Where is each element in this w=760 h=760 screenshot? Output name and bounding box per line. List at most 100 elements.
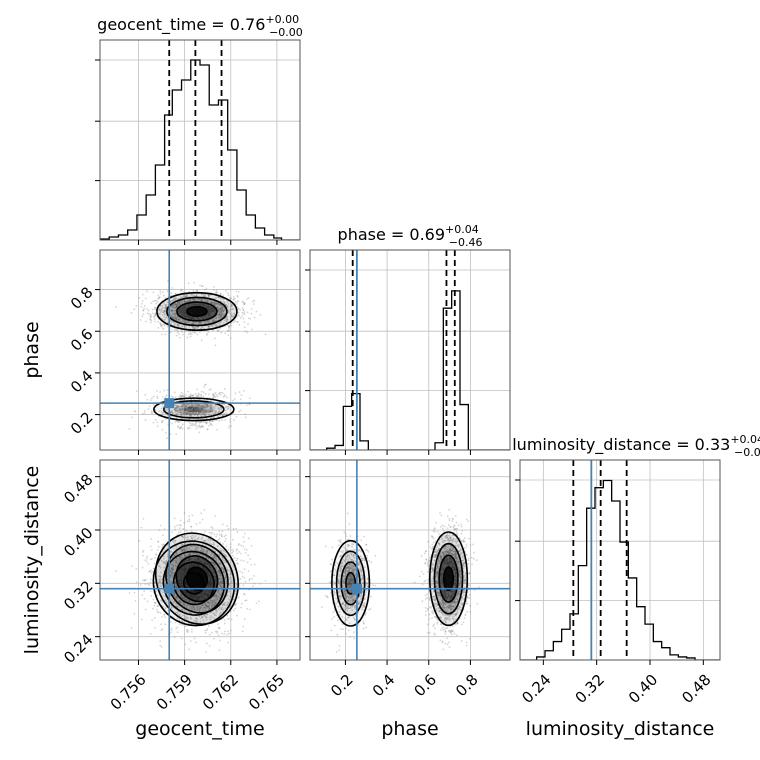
sample-point bbox=[220, 307, 223, 310]
sample-point bbox=[215, 614, 217, 617]
sample-point bbox=[213, 409, 216, 412]
sample-point bbox=[191, 409, 194, 411]
sample-point bbox=[176, 563, 179, 565]
sample-point bbox=[203, 327, 206, 330]
sample-point bbox=[174, 323, 176, 326]
sample-point bbox=[189, 413, 191, 416]
sample-point bbox=[196, 316, 199, 319]
sample-point bbox=[191, 596, 194, 599]
sample-point bbox=[164, 310, 167, 313]
sample-point bbox=[169, 620, 172, 623]
sample-point bbox=[164, 333, 167, 336]
sample-point bbox=[149, 581, 152, 584]
sample-point bbox=[207, 313, 210, 316]
sample-point bbox=[227, 294, 230, 297]
sample-point bbox=[159, 575, 162, 578]
sample-point bbox=[177, 318, 180, 321]
sample-point bbox=[188, 408, 191, 411]
sample-point bbox=[166, 437, 168, 439]
sample-point bbox=[191, 604, 194, 607]
sample-point bbox=[201, 405, 204, 408]
sample-point bbox=[212, 574, 215, 577]
sample-point bbox=[243, 540, 246, 543]
sample-point bbox=[228, 327, 230, 329]
sample-point bbox=[206, 601, 209, 604]
sample-point bbox=[231, 538, 234, 541]
sample-point bbox=[202, 409, 205, 412]
sample-point bbox=[189, 549, 192, 551]
sample-point bbox=[202, 410, 205, 413]
sample-point bbox=[207, 306, 210, 309]
sample-point bbox=[211, 583, 214, 586]
sample-point bbox=[141, 293, 144, 296]
sample-point bbox=[213, 637, 215, 640]
sample-point bbox=[184, 321, 187, 323]
sample-point bbox=[188, 321, 190, 324]
sample-point bbox=[152, 291, 155, 294]
sample-point bbox=[196, 415, 199, 418]
sample-point bbox=[158, 579, 161, 582]
sample-point bbox=[189, 553, 192, 556]
sample-point bbox=[187, 304, 190, 306]
sample-point bbox=[207, 575, 210, 578]
sample-point bbox=[177, 425, 180, 428]
sample-point bbox=[201, 300, 203, 302]
sample-point bbox=[133, 410, 136, 413]
sample-point bbox=[179, 602, 182, 604]
sample-point bbox=[180, 578, 183, 581]
sample-point bbox=[220, 547, 222, 550]
sample-point bbox=[207, 294, 210, 297]
sample-point bbox=[225, 537, 227, 540]
sample-point bbox=[220, 581, 223, 584]
sample-point bbox=[156, 605, 159, 607]
sample-point bbox=[140, 305, 143, 308]
sample-point bbox=[193, 549, 196, 552]
sample-point bbox=[158, 581, 161, 584]
sample-point bbox=[183, 312, 186, 315]
sample-point bbox=[188, 299, 190, 302]
sample-point bbox=[190, 525, 193, 528]
sample-point bbox=[190, 411, 193, 413]
sample-point bbox=[162, 310, 165, 313]
sample-point bbox=[227, 334, 230, 337]
sample-point bbox=[242, 625, 245, 628]
sample-point bbox=[187, 282, 190, 285]
sample-point bbox=[192, 541, 195, 544]
sample-point bbox=[181, 307, 184, 310]
sample-point bbox=[220, 391, 223, 394]
sample-point bbox=[217, 314, 220, 316]
sample-point bbox=[184, 308, 187, 310]
sample-point bbox=[202, 566, 205, 569]
sample-point bbox=[217, 395, 219, 398]
sample-point bbox=[180, 313, 183, 316]
sample-point bbox=[218, 305, 221, 307]
sample-point bbox=[194, 601, 197, 604]
sample-point bbox=[184, 408, 187, 410]
sample-point bbox=[142, 309, 145, 312]
sample-point bbox=[208, 616, 211, 619]
sample-point bbox=[231, 305, 233, 308]
sample-point bbox=[264, 333, 267, 336]
sample-point bbox=[176, 533, 179, 536]
sample-point bbox=[209, 577, 212, 580]
sample-point bbox=[208, 590, 211, 592]
sample-point bbox=[187, 407, 190, 410]
sample-point bbox=[192, 322, 195, 325]
sample-point bbox=[208, 324, 210, 327]
sample-point bbox=[193, 294, 195, 297]
sample-point bbox=[236, 562, 239, 565]
sample-point bbox=[198, 304, 201, 307]
sample-point bbox=[153, 617, 156, 619]
sample-point bbox=[158, 308, 161, 311]
sample-point bbox=[179, 568, 182, 571]
sample-point bbox=[204, 304, 207, 307]
sample-point bbox=[161, 591, 164, 594]
sample-point bbox=[206, 312, 209, 315]
panel-frame bbox=[309, 249, 511, 451]
sample-point bbox=[189, 413, 192, 416]
sample-point bbox=[180, 310, 183, 312]
sample-point bbox=[149, 570, 152, 573]
sample-point bbox=[164, 599, 167, 602]
sample-point bbox=[181, 614, 184, 617]
